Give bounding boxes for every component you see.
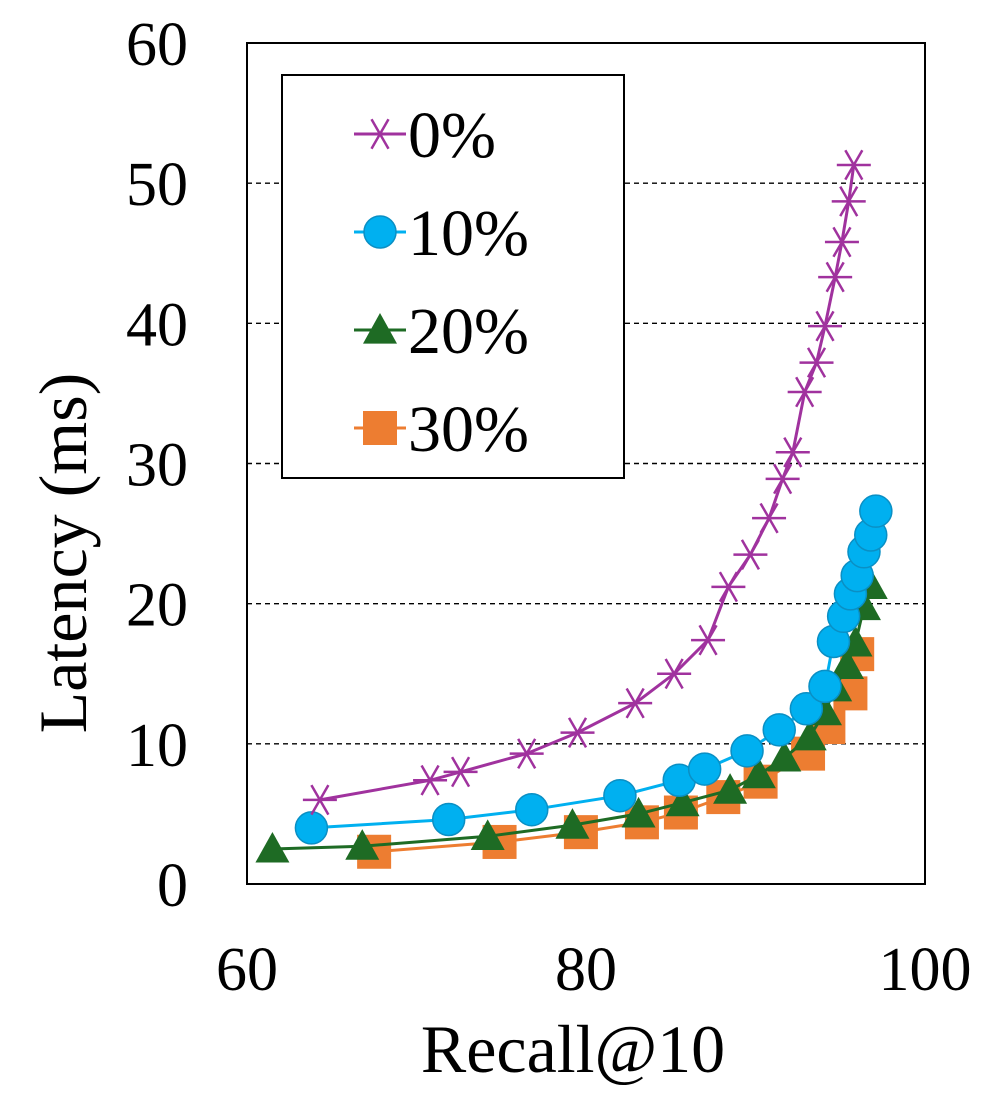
legend-label-20pct: 20%	[408, 295, 529, 368]
y-tick-label-50: 50	[126, 151, 188, 219]
axes: 0 10 20 30 40 50 60 60 80 100	[126, 11, 972, 1004]
data-point-0pct-3	[509, 738, 544, 769]
series-10pct	[294, 494, 893, 845]
legend-label-10pct: 10%	[408, 197, 529, 270]
data-point-20pct-0	[255, 831, 290, 863]
data-point-0pct-15	[807, 310, 842, 342]
legend-item-10pct: 10%	[354, 197, 529, 270]
star-stroke	[420, 764, 440, 796]
star-stroke	[567, 717, 588, 748]
star-stroke	[795, 376, 815, 408]
data-point-10pct-0	[294, 811, 329, 845]
data-point-10pct-8	[789, 692, 824, 726]
series-line-0pct	[319, 164, 856, 802]
plot-area-frame	[246, 42, 926, 885]
data-point-0pct-7	[691, 624, 726, 656]
data-point-0pct-9	[733, 539, 768, 570]
data-point-20pct-12	[830, 648, 865, 679]
x-tick-label-100: 100	[879, 936, 972, 1004]
data-point-20pct-3	[555, 808, 590, 839]
data-point-0pct-2	[443, 756, 478, 788]
y-tick-label-20: 20	[126, 572, 188, 640]
series-0pct	[302, 149, 871, 816]
star-stroke	[825, 261, 845, 293]
data-point-0pct-14	[799, 347, 834, 378]
series-20pct	[255, 568, 888, 863]
legend-marker-0pct	[363, 118, 397, 150]
data-point-20pct-6	[713, 773, 748, 804]
data-point-10pct-1	[431, 802, 466, 837]
star-stroke	[740, 539, 760, 570]
y-axis-label: Latency (ms)	[25, 373, 101, 734]
data-point-0pct-4	[560, 717, 595, 748]
data-point-20pct-9	[792, 719, 827, 751]
series-layer	[255, 149, 893, 869]
data-point-0pct-11	[765, 463, 800, 495]
x-axis-label: Recall@10	[421, 1011, 725, 1087]
y-tick-label-60: 60	[126, 11, 188, 79]
legend-item-30pct: 30%	[354, 393, 529, 466]
data-point-10pct-7	[762, 713, 796, 747]
data-point-10pct-2	[515, 792, 549, 827]
legend-item-20pct: 20%	[354, 295, 529, 368]
star-stroke	[370, 118, 390, 150]
data-point-10pct-16	[859, 494, 893, 528]
star-stroke	[759, 502, 779, 534]
data-point-0pct-10	[752, 502, 787, 534]
data-point-0pct-6	[657, 658, 692, 690]
star-stroke	[815, 310, 835, 342]
star-stroke	[844, 149, 864, 181]
data-point-10pct-3	[603, 778, 637, 813]
star-stroke	[625, 687, 645, 719]
data-point-0pct-16	[818, 261, 853, 293]
star-stroke	[783, 436, 803, 468]
legend-marker-10pct	[363, 215, 397, 249]
data-point-20pct-2	[470, 819, 505, 850]
star-stroke	[832, 226, 852, 258]
legend-label-0pct: 0%	[408, 99, 496, 172]
data-point-10pct-6	[730, 734, 764, 768]
star-stroke	[806, 347, 827, 378]
star-stroke	[450, 756, 471, 788]
y-tick-label-0: 0	[157, 852, 188, 920]
data-point-0pct-0	[302, 784, 337, 816]
star-stroke	[664, 658, 684, 690]
star-stroke	[839, 186, 859, 217]
data-point-20pct-4	[621, 796, 656, 828]
data-point-0pct-19	[836, 149, 871, 181]
star-stroke	[718, 571, 738, 603]
star-stroke	[773, 463, 793, 495]
star-stroke	[517, 738, 537, 769]
legend-frame	[281, 74, 625, 479]
data-point-0pct-13	[787, 376, 822, 408]
legend-marker-30pct	[363, 411, 397, 445]
data-point-20pct-1	[345, 829, 380, 860]
data-point-0pct-18	[831, 186, 866, 217]
data-point-20pct-5	[665, 785, 700, 817]
data-point-10pct-5	[687, 752, 722, 786]
y-tick-label-30: 30	[126, 432, 188, 500]
legend: 0% 10% 20% 30%	[281, 74, 625, 479]
data-point-0pct-12	[775, 436, 810, 468]
data-point-10pct-9	[808, 669, 842, 704]
legend-marker-20pct	[363, 313, 397, 344]
y-tick-label-10: 10	[126, 712, 188, 780]
x-tick-label-80: 80	[555, 936, 617, 1004]
data-point-20pct-7	[741, 757, 776, 789]
star-stroke	[698, 624, 718, 656]
data-point-0pct-17	[824, 226, 859, 258]
x-tick-label-60: 60	[216, 936, 278, 1004]
legend-label-30pct: 30%	[408, 393, 529, 466]
legend-item-0pct: 0%	[354, 99, 496, 172]
y-tick-label-40: 40	[126, 291, 188, 359]
data-point-20pct-8	[767, 740, 802, 772]
star-stroke	[310, 784, 330, 816]
data-point-0pct-5	[618, 687, 653, 719]
data-point-0pct-8	[711, 571, 746, 603]
data-point-0pct-1	[413, 764, 448, 796]
